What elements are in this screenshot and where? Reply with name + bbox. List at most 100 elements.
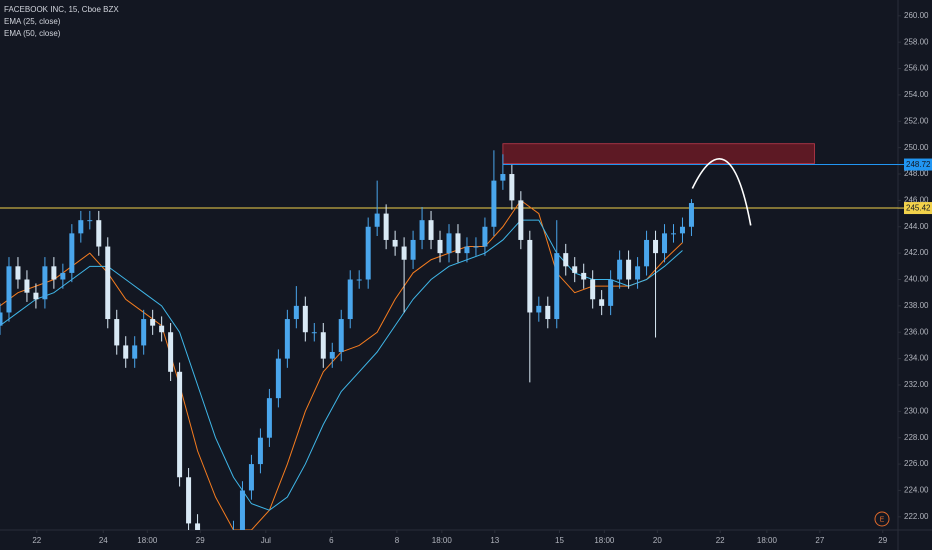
candle-body (464, 246, 470, 254)
candle (311, 323, 317, 342)
candle-body (653, 239, 659, 254)
candle (338, 309, 344, 362)
indicator-label: EMA (50, close) (4, 29, 61, 38)
candle-body (78, 220, 84, 234)
candle-body (455, 233, 461, 254)
candle (581, 263, 587, 289)
candle-body (239, 490, 245, 530)
candle (572, 257, 578, 283)
candle (51, 257, 57, 289)
earnings-badge-label[interactable]: E (880, 516, 885, 523)
candle-body (123, 345, 129, 359)
candle-body (482, 226, 488, 247)
candle-body (15, 266, 21, 280)
candle (293, 286, 299, 329)
candle-body (195, 523, 201, 530)
candle-body (311, 332, 317, 334)
candle-body (500, 174, 506, 181)
y-tick-label: 230.00 (904, 406, 929, 415)
candle (455, 224, 461, 263)
axes: 222.00 224.00 226.00 228.00 230.00 232.00 234.… (32, 11, 932, 545)
candle (688, 199, 694, 236)
candle-body (141, 319, 147, 346)
candle-body (536, 305, 542, 313)
y-tick-label: 232.00 (904, 380, 929, 389)
candle (60, 263, 66, 289)
y-tick-label: 224.00 (904, 486, 929, 495)
candle (563, 243, 569, 276)
x-tick-label: 18:00 (594, 536, 615, 545)
candle-body (662, 233, 668, 254)
candle (78, 210, 84, 243)
candle-body (302, 305, 308, 333)
candle (527, 230, 533, 383)
candle-body (383, 213, 389, 240)
candle (150, 309, 156, 335)
candle (87, 210, 93, 230)
candle-body (96, 220, 102, 247)
candle-body (275, 358, 281, 399)
price-label-box (904, 158, 932, 171)
candle (42, 257, 48, 309)
candle (617, 250, 623, 289)
candle-body (410, 239, 416, 260)
candle (464, 237, 470, 263)
candle-body (266, 398, 272, 438)
y-tick-label: 236.00 (904, 327, 929, 336)
candle (132, 336, 138, 368)
x-tick-label: 15 (555, 536, 564, 545)
candle (392, 230, 398, 256)
candle-body (392, 239, 398, 247)
candle (284, 309, 290, 368)
candle (554, 220, 560, 329)
candle-body (473, 246, 479, 248)
candle (0, 303, 3, 335)
y-tick-label: 254.00 (904, 90, 929, 99)
y-tick-label: 248.00 (904, 169, 929, 178)
candle-body (159, 325, 165, 333)
y-tick-label: 238.00 (904, 301, 929, 310)
candle (141, 309, 147, 355)
candle-body (635, 266, 641, 280)
candle (114, 309, 120, 355)
candle (168, 323, 174, 382)
x-tick-label: 8 (395, 536, 400, 545)
candle (186, 468, 192, 530)
candle (69, 224, 75, 283)
candle-body (401, 246, 407, 260)
candle (266, 388, 272, 447)
candle (608, 270, 614, 316)
candle (644, 230, 650, 276)
candle-body (284, 319, 290, 359)
candle-body (132, 345, 138, 359)
candle-body (338, 319, 344, 353)
candle (257, 428, 263, 474)
candle-body (590, 279, 596, 300)
candle-body (24, 279, 30, 293)
projection-curve (691, 158, 752, 226)
x-tick-label: 18:00 (432, 536, 453, 545)
y-tick-label: 234.00 (904, 354, 929, 363)
y-tick-label: 252.00 (904, 116, 929, 125)
candle-body (644, 239, 650, 267)
candle (347, 270, 353, 329)
candle (419, 206, 425, 250)
candle-body (572, 266, 578, 273)
x-tick-label: 22 (32, 536, 41, 545)
x-tick-label: 18:00 (137, 536, 158, 545)
price-label: 245.42 (906, 204, 931, 213)
y-tick-label: 228.00 (904, 433, 929, 442)
candle (248, 454, 254, 500)
candle (383, 204, 389, 250)
candle-body (491, 180, 497, 227)
earnings-badge[interactable] (874, 511, 890, 527)
candle-body (293, 305, 299, 320)
chart-title: FACEBOOK INC, 15, Cboe BZX (4, 5, 119, 14)
candle-body (365, 226, 371, 280)
candle (410, 230, 416, 269)
candle-body (69, 233, 75, 273)
ema-line (0, 219, 683, 511)
y-tick-label: 256.00 (904, 64, 929, 73)
candle-body (329, 352, 335, 359)
candle (356, 270, 362, 289)
